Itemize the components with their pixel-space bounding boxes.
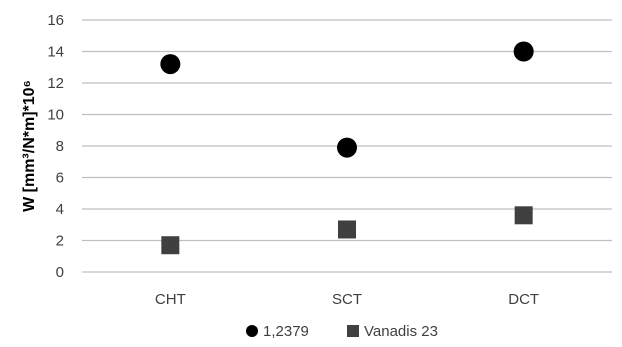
y-tick-label: 6 bbox=[56, 170, 64, 187]
y-tick-label: 4 bbox=[56, 201, 64, 218]
x-tick-label: CHT bbox=[155, 291, 186, 308]
y-tick-label: 14 bbox=[47, 44, 64, 61]
y-tick-label: 8 bbox=[56, 138, 64, 155]
legend: 1,2379 Vanadis 23 bbox=[246, 323, 438, 340]
y-tick-label: 0 bbox=[56, 264, 64, 281]
legend-marker-1 bbox=[246, 325, 258, 337]
data-point-series-2-sct bbox=[338, 220, 356, 239]
y-tick-label: 2 bbox=[56, 233, 64, 250]
data-points bbox=[160, 41, 534, 255]
x-axis-ticks: CHT SCT DCT bbox=[155, 291, 539, 308]
y-tick-label: 10 bbox=[47, 107, 64, 124]
y-tick-label: 12 bbox=[47, 75, 64, 92]
y-axis-title: W [mm³/N*m]*10⁶ bbox=[21, 80, 38, 212]
data-point-series-1-sct bbox=[337, 137, 357, 158]
data-point-series-1-dct bbox=[513, 41, 534, 62]
x-tick-label: SCT bbox=[332, 291, 362, 308]
legend-label-1: 1,2379 bbox=[263, 323, 309, 340]
legend-label-2: Vanadis 23 bbox=[364, 323, 438, 340]
y-axis-ticks: 0 2 4 6 8 10 12 14 16 bbox=[47, 12, 64, 281]
legend-marker-2 bbox=[347, 325, 359, 337]
y-tick-label: 16 bbox=[47, 12, 64, 29]
data-point-series-2-dct bbox=[514, 206, 533, 225]
data-point-series-2-cht bbox=[161, 236, 180, 255]
data-point-series-1-cht bbox=[160, 54, 181, 75]
x-tick-label: DCT bbox=[508, 291, 539, 308]
